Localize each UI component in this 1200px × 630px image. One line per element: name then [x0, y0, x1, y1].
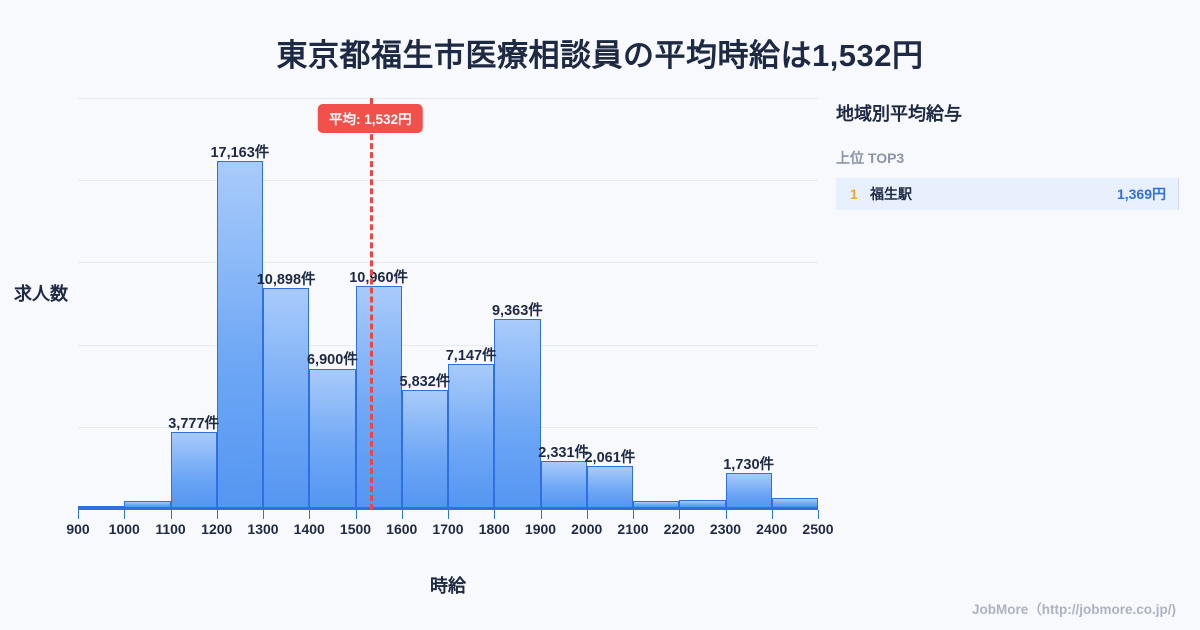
- mean-badge: 平均: 1,532円: [318, 104, 423, 133]
- y-axis-title: 求人数: [14, 284, 68, 304]
- x-axis-tick-label: 1900: [524, 521, 557, 537]
- histogram-bar: [540, 460, 587, 508]
- x-axis-tick-label: 2500: [802, 521, 834, 537]
- histogram-bar: [494, 318, 541, 508]
- x-axis-tick-label: 1300: [247, 521, 279, 537]
- mean-line: [370, 98, 374, 510]
- histogram-bar: [401, 390, 448, 508]
- rank-row[interactable]: 1 福生駅 1,369円: [836, 178, 1179, 210]
- histogram-bar: [586, 466, 633, 508]
- histogram-chart: 3,777件 17,163件 10,898件 6,900件 10,960件 5,832件 7…: [14, 98, 834, 596]
- gridline: [78, 180, 818, 181]
- x-axis-tick: [263, 510, 264, 519]
- x-axis-tick-label: 1000: [108, 521, 140, 537]
- x-axis-tick: [216, 510, 218, 519]
- bar-value-label: 10,898件: [256, 271, 316, 288]
- x-axis-tick: [401, 510, 403, 519]
- histogram-bar: [170, 431, 217, 508]
- footer-attribution: JobMore（http://jobmore.co.jp/): [972, 602, 1176, 617]
- x-axis-tick-label: 2100: [617, 521, 649, 537]
- x-axis-tick-label: 1800: [478, 521, 510, 537]
- rank-number: 1: [850, 186, 858, 202]
- x-axis-tick: [78, 510, 79, 519]
- gridline: [78, 262, 818, 263]
- x-axis-tick: [540, 510, 542, 519]
- x-axis-tick-label: 900: [66, 521, 90, 537]
- x-axis-tick-label: 2300: [709, 521, 742, 537]
- bar-value-label: 10,960件: [349, 270, 409, 287]
- x-axis-tick-label: 1400: [293, 521, 325, 537]
- x-axis-tick: [586, 510, 588, 519]
- x-axis-tick: [818, 510, 819, 519]
- x-axis-tick-label: 2400: [756, 521, 788, 537]
- bar-value-label: 6,900件: [306, 352, 358, 369]
- x-axis-tick: [355, 510, 357, 519]
- x-axis-tick: [309, 510, 311, 519]
- x-axis-tick: [725, 510, 727, 519]
- bar-value-label: 1,730件: [723, 457, 775, 474]
- histogram-bar: [448, 363, 495, 508]
- histogram-bar: [78, 505, 125, 508]
- x-axis-line: [78, 508, 818, 510]
- histogram-bar: [355, 286, 402, 508]
- x-axis-tick-label: 1600: [386, 521, 418, 537]
- x-axis-tick-label: 1200: [201, 521, 233, 537]
- bar-value-label: 5,832件: [399, 374, 451, 391]
- x-axis-tick: [494, 510, 496, 519]
- histogram-bar: [124, 501, 171, 508]
- gridline: [78, 345, 818, 346]
- rank-station-name: 福生駅: [870, 186, 912, 202]
- x-axis-tick-label: 2200: [663, 521, 695, 537]
- bar-value-label: 2,061件: [584, 450, 636, 467]
- x-axis-tick: [771, 510, 773, 519]
- histogram-bar: [216, 161, 263, 508]
- x-axis-tick-label: 1700: [432, 521, 464, 537]
- bar-value-label: 2,331件: [538, 444, 590, 461]
- histogram-bar: [725, 473, 772, 508]
- bar-value-label: 9,363件: [491, 302, 543, 319]
- x-axis-tick: [679, 510, 681, 519]
- page-title: 東京都福生市医療相談員の平均時給は1,532円: [276, 38, 924, 73]
- sidebar-subtitle: 上位 TOP3: [836, 150, 905, 166]
- x-axis-tick-label: 1500: [339, 521, 372, 537]
- x-axis-tick: [633, 510, 634, 519]
- sidebar-title: 地域別平均給与: [836, 104, 962, 124]
- histogram-bar: [309, 368, 356, 508]
- x-axis-tick: [170, 510, 172, 519]
- x-axis-title: 時給: [430, 576, 466, 596]
- gridline: [78, 98, 818, 99]
- histogram-bar: [679, 500, 726, 508]
- rank-list: 1 福生駅 1,369円: [836, 178, 1186, 210]
- x-axis-tick-label: 2000: [571, 521, 603, 537]
- histogram-bar: [263, 287, 310, 508]
- x-axis-tick-label: 1100: [155, 521, 186, 537]
- bar-value-label: 3,777件: [168, 415, 220, 432]
- bar-value-label: 17,163件: [210, 145, 270, 161]
- rank-salary-value: 1,369円: [1116, 186, 1166, 202]
- x-axis-tick: [124, 510, 126, 519]
- histogram-bar: [771, 498, 818, 508]
- x-axis-tick: [448, 510, 449, 519]
- histogram-bar: [633, 501, 680, 508]
- bar-value-label: 7,147件: [445, 347, 497, 364]
- area-salary-panel: 地域別平均給与 上位 TOP3 1 福生駅 1,369円: [836, 100, 1186, 210]
